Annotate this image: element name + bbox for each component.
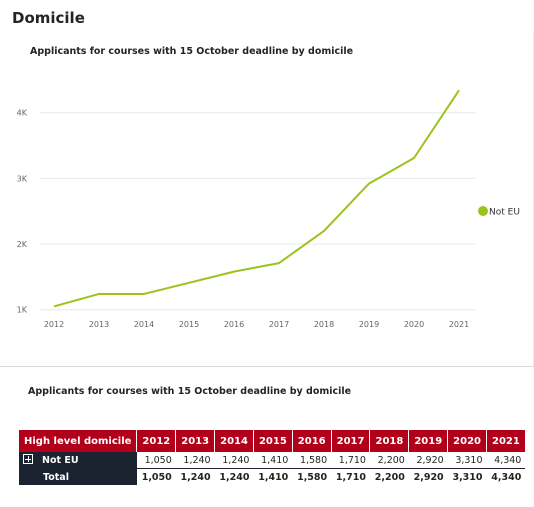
x-tick-label: 2014 [134, 320, 154, 329]
legend-label[interactable]: Not EU [489, 208, 520, 218]
total-cell: 4,340 [486, 468, 526, 485]
chart-grid [40, 112, 476, 311]
row-label: Not EU [42, 455, 79, 466]
y-axis: 1K 2K 3K 4K [17, 109, 28, 315]
x-tick-label: 2021 [449, 320, 469, 329]
row-header-not-eu[interactable]: Not EU [19, 452, 137, 469]
total-cell: 1,240 [175, 468, 215, 485]
series-line-not-eu[interactable] [53, 89, 460, 308]
table-total-row: Total 1,050 1,240 1,240 1,410 1,580 1,710 2,20… [19, 468, 526, 485]
column-header-2015[interactable]: 2015 [253, 430, 293, 452]
x-tick-label: 2016 [224, 320, 244, 329]
total-cell: 1,710 [331, 468, 370, 485]
chart-title: Applicants for courses with 15 October d… [30, 46, 354, 57]
table-cell: 4,340 [494, 454, 522, 466]
total-cell: 1,240 [214, 468, 254, 485]
table-cell: 1,240 [183, 454, 211, 466]
table-cell: 1,240 [222, 454, 250, 466]
page-title: Domicile [12, 9, 85, 27]
x-tick-label: 2015 [179, 320, 199, 329]
x-axis: 2012 2013 2014 2015 2016 2017 2018 2019 2020 2021 [44, 320, 469, 329]
column-header-2016[interactable]: 2016 [292, 430, 332, 452]
x-tick-label: 2017 [269, 320, 289, 329]
column-header-2020[interactable]: 2020 [447, 430, 488, 452]
x-tick-label: 2018 [314, 320, 334, 329]
x-tick-label: 2013 [89, 320, 109, 329]
column-header-2014[interactable]: 2014 [214, 430, 254, 452]
column-header-2021[interactable]: 2021 [486, 430, 526, 452]
total-cell: 1,580 [292, 468, 332, 485]
table-cell: 2,920 [416, 454, 444, 466]
y-tick-label: 2K [17, 240, 28, 249]
table-cell: 1,710 [338, 454, 366, 466]
column-header-2013[interactable]: 2013 [175, 430, 216, 452]
chart-legend: Not EU [478, 206, 520, 218]
row-header-total: Total [19, 468, 137, 485]
expand-icon[interactable] [23, 454, 33, 464]
legend-marker [478, 206, 488, 216]
section-divider [0, 366, 534, 367]
column-header-2019[interactable]: 2019 [408, 430, 449, 452]
table-row: Not EU 1,050 1,240 1,240 1,410 1,580 1,710 2,2… [19, 452, 525, 469]
table-title: Applicants for courses with 15 October d… [28, 386, 352, 397]
table-cell: 1,050 [144, 454, 172, 466]
x-tick-label: 2020 [404, 320, 424, 329]
total-cell: 3,310 [447, 468, 487, 485]
row-header-column-label[interactable]: High level domicile [19, 430, 138, 452]
table-header-row: High level domicile 2012 2013 2014 2015 2016… [19, 430, 526, 452]
chart-series [53, 89, 460, 308]
y-tick-label: 1K [17, 306, 28, 315]
column-header-2012[interactable]: 2012 [136, 430, 177, 452]
column-header-2018[interactable]: 2018 [369, 430, 410, 452]
x-tick-label: 2012 [44, 320, 64, 329]
total-cell: 2,920 [408, 468, 448, 485]
table-cell: 2,200 [377, 454, 405, 466]
total-cell: 1,050 [136, 468, 176, 485]
table-cell: 1,410 [261, 454, 289, 466]
total-cell: 2,200 [369, 468, 409, 485]
table-cell: 3,310 [455, 454, 483, 466]
x-tick-label: 2019 [359, 320, 379, 329]
column-header-2017[interactable]: 2017 [331, 430, 371, 452]
y-tick-label: 4K [17, 109, 28, 118]
total-cell: 1,410 [253, 468, 293, 485]
y-tick-label: 3K [17, 174, 28, 183]
domicile-matrix-table: High level domicile 2012 2013 2014 2015 2016… [19, 430, 526, 485]
table-cell: 1,580 [299, 454, 328, 466]
